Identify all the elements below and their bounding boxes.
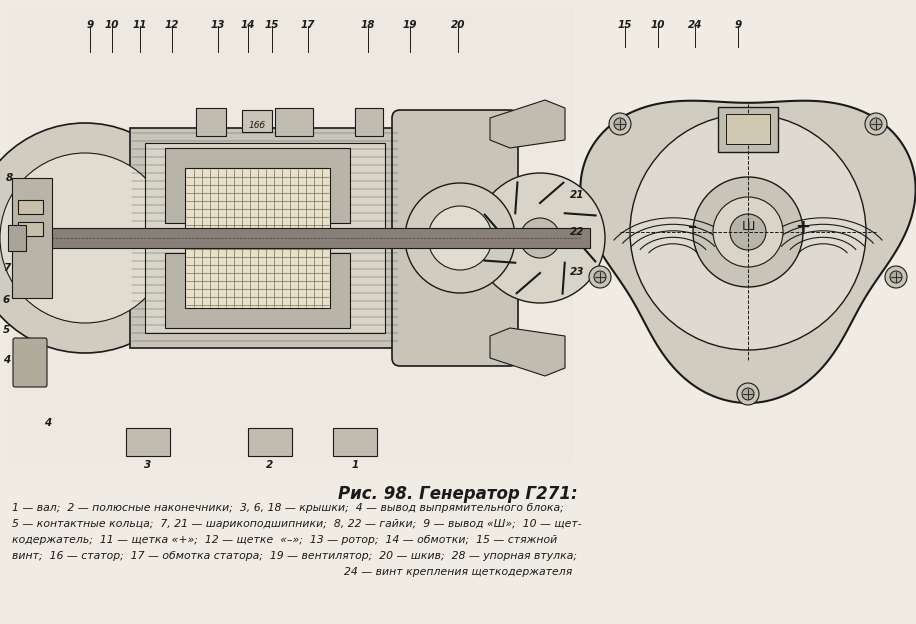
Text: 5 — контактные кольца;  7, 21 — шарикоподшипники;  8, 22 — гайки;  9 — вывод «Ш»: 5 — контактные кольца; 7, 21 — шарикопод… bbox=[12, 519, 582, 529]
Circle shape bbox=[713, 197, 783, 267]
Text: 13: 13 bbox=[211, 20, 225, 30]
Text: 18: 18 bbox=[361, 20, 376, 30]
FancyBboxPatch shape bbox=[18, 200, 43, 214]
FancyBboxPatch shape bbox=[718, 107, 778, 152]
Text: 17: 17 bbox=[300, 20, 315, 30]
Text: 2: 2 bbox=[267, 460, 274, 470]
Text: 14: 14 bbox=[241, 20, 256, 30]
Text: 8: 8 bbox=[5, 173, 13, 183]
Text: Ш: Ш bbox=[741, 220, 755, 233]
Text: 23: 23 bbox=[570, 267, 584, 277]
Circle shape bbox=[589, 266, 611, 288]
Text: 15: 15 bbox=[617, 20, 632, 30]
Text: 20: 20 bbox=[451, 20, 465, 30]
Text: 9: 9 bbox=[86, 20, 93, 30]
Circle shape bbox=[890, 271, 902, 283]
Circle shape bbox=[428, 206, 492, 270]
FancyBboxPatch shape bbox=[196, 108, 226, 136]
Circle shape bbox=[742, 388, 754, 400]
Circle shape bbox=[0, 123, 200, 353]
Circle shape bbox=[520, 218, 560, 258]
Text: 4: 4 bbox=[3, 355, 10, 365]
Circle shape bbox=[594, 271, 606, 283]
FancyBboxPatch shape bbox=[275, 108, 313, 136]
Text: кодержатель;  11 — щетка «+»;  12 — щетке  «–»;  13 — ротор;  14 — обмотки;  15 : кодержатель; 11 — щетка «+»; 12 — щетке … bbox=[12, 535, 557, 545]
Text: 5: 5 bbox=[3, 325, 10, 335]
Circle shape bbox=[730, 214, 766, 250]
Circle shape bbox=[630, 114, 866, 350]
Circle shape bbox=[870, 118, 882, 130]
FancyBboxPatch shape bbox=[8, 225, 26, 251]
Text: 10: 10 bbox=[104, 20, 119, 30]
Circle shape bbox=[737, 383, 759, 405]
Circle shape bbox=[693, 177, 803, 287]
FancyBboxPatch shape bbox=[726, 114, 770, 144]
Circle shape bbox=[0, 153, 170, 323]
Text: 3: 3 bbox=[145, 460, 152, 470]
Text: 19: 19 bbox=[403, 20, 418, 30]
Text: 6: 6 bbox=[3, 295, 10, 305]
Circle shape bbox=[475, 173, 605, 303]
Text: 22: 22 bbox=[570, 227, 584, 237]
Text: 21: 21 bbox=[570, 190, 584, 200]
Circle shape bbox=[865, 113, 887, 135]
FancyBboxPatch shape bbox=[242, 110, 272, 132]
FancyBboxPatch shape bbox=[20, 228, 590, 248]
Text: 1 — вал;  2 — полюсные наконечники;  3, 6, 18 — крышки;  4 — вывод выпрямительно: 1 — вал; 2 — полюсные наконечники; 3, 6,… bbox=[12, 503, 563, 513]
FancyBboxPatch shape bbox=[145, 143, 385, 333]
Text: 11: 11 bbox=[133, 20, 147, 30]
FancyBboxPatch shape bbox=[8, 8, 573, 463]
Text: 7: 7 bbox=[3, 263, 10, 273]
FancyBboxPatch shape bbox=[130, 128, 400, 348]
FancyBboxPatch shape bbox=[392, 110, 518, 366]
FancyBboxPatch shape bbox=[248, 428, 292, 456]
FancyBboxPatch shape bbox=[12, 178, 52, 298]
FancyBboxPatch shape bbox=[126, 428, 170, 456]
Circle shape bbox=[609, 113, 631, 135]
Text: 4: 4 bbox=[44, 418, 51, 428]
Polygon shape bbox=[490, 100, 565, 148]
FancyBboxPatch shape bbox=[165, 253, 350, 328]
FancyBboxPatch shape bbox=[185, 168, 330, 308]
FancyBboxPatch shape bbox=[165, 148, 350, 223]
Text: 24: 24 bbox=[688, 20, 703, 30]
Text: 15: 15 bbox=[265, 20, 279, 30]
FancyBboxPatch shape bbox=[13, 338, 47, 387]
FancyBboxPatch shape bbox=[18, 222, 43, 236]
Text: 1: 1 bbox=[352, 460, 359, 470]
Text: 12: 12 bbox=[165, 20, 180, 30]
Text: Рис. 98. Генератор Г271:: Рис. 98. Генератор Г271: bbox=[338, 485, 578, 503]
Polygon shape bbox=[490, 328, 565, 376]
Polygon shape bbox=[581, 100, 916, 403]
Circle shape bbox=[614, 118, 626, 130]
Circle shape bbox=[405, 183, 515, 293]
Text: –: – bbox=[689, 218, 698, 236]
Text: 24 — винт крепления щеткодержателя: 24 — винт крепления щеткодержателя bbox=[344, 567, 572, 577]
Text: 16б: 16б bbox=[248, 120, 266, 130]
FancyBboxPatch shape bbox=[355, 108, 383, 136]
Text: винт;  16 — статор;  17 — обмотка статора;  19 — вентилятор;  20 — шкив;  28 — у: винт; 16 — статор; 17 — обмотка статора;… bbox=[12, 551, 577, 561]
FancyBboxPatch shape bbox=[333, 428, 377, 456]
Circle shape bbox=[885, 266, 907, 288]
Text: 10: 10 bbox=[650, 20, 665, 30]
Text: +: + bbox=[795, 218, 811, 236]
Text: 9: 9 bbox=[735, 20, 742, 30]
